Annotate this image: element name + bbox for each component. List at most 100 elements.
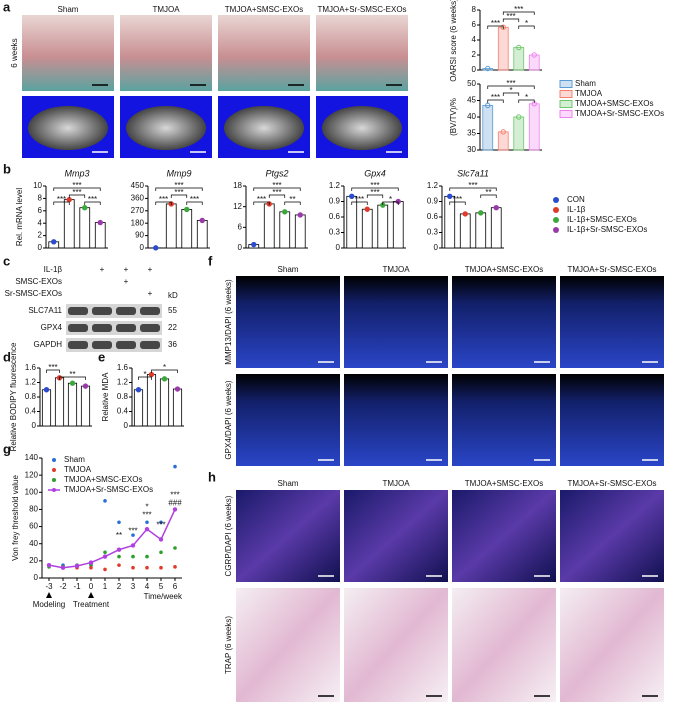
sig-bracket: [480, 194, 497, 198]
series-point: [116, 547, 122, 552]
series-point: [173, 565, 177, 569]
legend-label: CON: [567, 195, 585, 204]
blot-band: [140, 341, 160, 349]
y-tick-label: 0: [34, 573, 39, 582]
blot-band: [140, 307, 160, 315]
bar: [63, 199, 75, 249]
sig-bracket: [46, 369, 60, 373]
bar-point: [493, 205, 499, 211]
bar: [165, 203, 177, 249]
sig-label: ###: [168, 499, 182, 508]
sig-bracket: [487, 85, 535, 89]
event-note: Modeling: [33, 600, 65, 609]
series-point: [145, 520, 149, 525]
sig-label: ***: [57, 195, 66, 204]
bar-point: [51, 239, 57, 245]
y-tick-label: 0.4: [25, 407, 37, 416]
micrograph: [452, 374, 556, 466]
panel-label: a: [3, 0, 11, 14]
legend-marker: [52, 488, 56, 492]
sig-label: ***: [491, 19, 500, 28]
panel-label: e: [98, 349, 105, 364]
y-axis-label: Von frey threshold value: [11, 475, 20, 561]
y-tick-label: 0: [472, 65, 477, 74]
micrograph: [560, 588, 664, 702]
legend-label: IL-1β: [567, 205, 586, 214]
bar: [79, 207, 91, 249]
bar-point: [66, 196, 72, 203]
sig-label: *: [163, 363, 166, 372]
sig-label: ***: [514, 5, 523, 14]
panel-label: c: [3, 253, 10, 268]
microct-bone: [224, 106, 304, 150]
micrograph: [316, 15, 408, 91]
legend-label: TMJOA: [64, 465, 92, 474]
y-tick-label: 35: [467, 129, 476, 138]
x-tick-label: 6: [173, 582, 178, 591]
bar-point: [199, 217, 205, 224]
series-point: [159, 550, 163, 555]
micrograph: [236, 276, 340, 368]
x-tick-label: 3: [131, 582, 136, 591]
sig-bracket: [351, 201, 368, 205]
sig-bracket: [382, 201, 399, 205]
bar-point: [69, 380, 76, 386]
bar-point: [135, 387, 142, 393]
y-tick-label: 1.2: [25, 378, 37, 387]
legend-label: TMJOA: [575, 89, 603, 98]
blot-band: [68, 324, 88, 332]
legend-label: IL-1β+SMSC-EXOs: [567, 215, 637, 224]
sig-label: ***: [468, 181, 477, 190]
series-point: [158, 537, 164, 542]
micrograph: [560, 276, 664, 368]
chart-title: Mmp3: [64, 168, 89, 178]
bar: [94, 222, 106, 249]
y-tick-label: 0.4: [117, 407, 129, 416]
bar: [41, 389, 52, 427]
series-point: [159, 565, 163, 570]
sig-bracket: [449, 187, 497, 191]
sig-label: ***: [491, 93, 500, 102]
y-tick-label: 8: [38, 194, 43, 203]
series-point: [89, 565, 93, 570]
microct-bone: [126, 106, 206, 150]
sig-bracket: [502, 11, 535, 15]
chart-title: Slc7a11: [457, 168, 489, 178]
y-tick-label: 50: [467, 79, 476, 88]
y-tick-label: 0: [124, 421, 129, 430]
y-axis-label: Relative MDA: [101, 372, 110, 422]
sig-label: ***: [88, 195, 97, 204]
y-tick-label: 4: [38, 218, 43, 227]
y-tick-label: 80: [29, 505, 38, 514]
bar: [181, 209, 193, 249]
y-tick-label: 10: [33, 181, 42, 190]
blot-band: [92, 341, 112, 349]
sig-bracket: [151, 369, 178, 373]
micrograph: [236, 374, 340, 466]
bar-point: [153, 245, 159, 251]
bar: [294, 214, 306, 249]
legend-marker: [52, 458, 56, 462]
sig-bracket: [59, 376, 86, 380]
sig-label: *: [389, 195, 392, 204]
sig-bracket: [84, 201, 101, 205]
blot-band: [116, 324, 136, 332]
bar-point: [485, 102, 491, 109]
sig-label: ***: [174, 188, 183, 197]
bar: [392, 201, 404, 249]
sig-bracket: [53, 187, 101, 191]
x-tick-label: -3: [45, 582, 53, 591]
sig-label: ***: [142, 510, 151, 519]
bar-point: [349, 193, 355, 200]
legend-swatch: [559, 110, 573, 118]
bar: [482, 105, 494, 151]
bar-point: [184, 206, 190, 213]
chart-title: Mmp9: [166, 168, 191, 178]
sig-label: ***: [156, 521, 165, 530]
legend-swatch: [559, 90, 573, 98]
sig-bracket: [53, 201, 70, 205]
unit-label: kD: [168, 291, 178, 300]
sig-label: ***: [506, 12, 515, 21]
legend-swatch: [553, 217, 559, 223]
